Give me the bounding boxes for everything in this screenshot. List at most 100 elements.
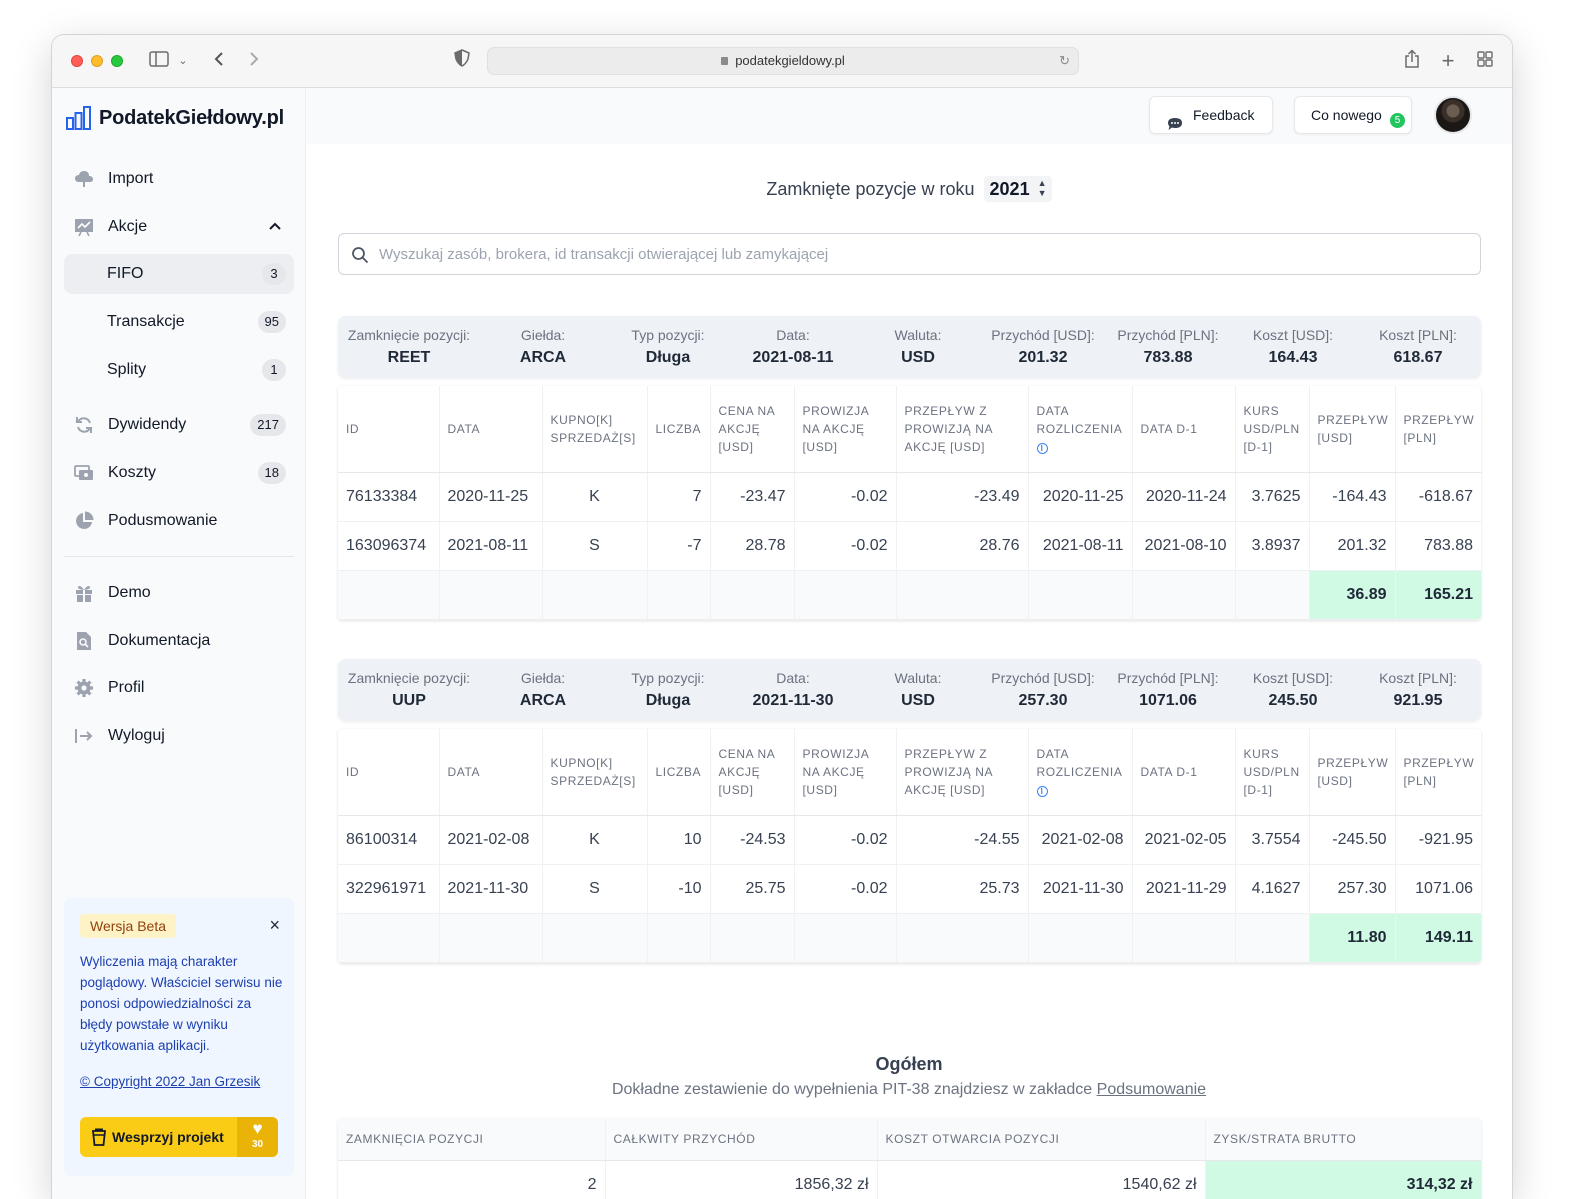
support-project-button[interactable]: Wesprzyj projekt ♥ 30 bbox=[80, 1117, 278, 1157]
column-header-label: PRZEPŁYW [USD] bbox=[1317, 412, 1389, 445]
summary-column-header: ZYSK/STRATA BRUTTO bbox=[1205, 1118, 1481, 1161]
position-header-field: Typ pozycji: Długa bbox=[606, 326, 730, 370]
table-cell: 2020-11-25 bbox=[439, 472, 543, 522]
field-label: Przychód [USD]: bbox=[991, 670, 1095, 686]
sidebar-item-demo[interactable]: Demo bbox=[64, 573, 294, 613]
zoom-window-button[interactable] bbox=[111, 55, 123, 67]
sidebar-toggle-icon[interactable] bbox=[148, 49, 170, 73]
position-header-field: Data: 2021-08-11 bbox=[731, 326, 855, 370]
table-cell: 3.7625 bbox=[1235, 472, 1310, 522]
sidebar-item-dokumentacja[interactable]: Dokumentacja bbox=[64, 621, 294, 661]
feedback-label: Feedback bbox=[1193, 107, 1255, 123]
sidebar-item-fifo[interactable]: FIFO 3 bbox=[64, 254, 294, 294]
sidebar-item-profil[interactable]: Profil bbox=[64, 668, 294, 708]
total-income: 1856,32 zł bbox=[605, 1160, 878, 1199]
empty-cell bbox=[896, 913, 1029, 963]
sidebar-item-dywidendy[interactable]: Dywidendy 217 bbox=[64, 405, 294, 445]
avatar[interactable] bbox=[1434, 96, 1472, 134]
feedback-button[interactable]: Feedback bbox=[1149, 96, 1273, 134]
field-value: USD bbox=[901, 692, 935, 709]
column-header: LICZBA bbox=[647, 386, 711, 473]
count-badge: 18 bbox=[257, 462, 286, 484]
field-value: USD bbox=[901, 349, 935, 366]
sidebar-item-label: FIFO bbox=[107, 265, 144, 282]
logout-icon bbox=[74, 726, 94, 746]
empty-cell bbox=[794, 570, 897, 620]
count-badge: 217 bbox=[250, 414, 286, 436]
gross-profit: 314,32 zł bbox=[1205, 1160, 1481, 1199]
whats-new-button[interactable]: Co nowego 5 bbox=[1294, 96, 1412, 134]
count-badge: 3 bbox=[262, 263, 286, 285]
sidebar-item-akcje[interactable]: Akcje bbox=[64, 207, 294, 247]
sidebar-item-koszty[interactable]: Koszty 18 bbox=[64, 453, 294, 493]
position-header-field: Koszt [PLN]: 618.67 bbox=[1356, 326, 1480, 370]
field-value: 201.32 bbox=[1018, 349, 1068, 366]
chevron-down-icon[interactable]: ⌄ bbox=[178, 55, 188, 67]
empty-cell bbox=[542, 570, 648, 620]
field-label: Waluta: bbox=[894, 327, 942, 343]
table-cell: -0.02 bbox=[794, 521, 897, 571]
sidebar-item-splity[interactable]: Splity 1 bbox=[64, 350, 294, 390]
table-cell: 2021-02-08 bbox=[1028, 815, 1133, 865]
close-icon[interactable]: × bbox=[269, 915, 280, 935]
field-label: Typ pozycji: bbox=[631, 670, 705, 686]
position-header: Zamknięcie pozycji: UUP Giełda: ARCA Typ poz… bbox=[338, 659, 1481, 721]
table-cell: 2021-02-05 bbox=[1132, 815, 1236, 865]
position-transactions-table: ID DATA KUPNO[K] SPRZEDAŻ[S] LICZBA CENA NA … bbox=[338, 729, 1481, 963]
year-select[interactable]: 2021 ▲ ▼ bbox=[983, 176, 1052, 202]
chevron-up-icon[interactable] bbox=[268, 219, 282, 233]
search-icon bbox=[351, 246, 369, 264]
table-cell: 28.76 bbox=[896, 521, 1029, 571]
new-tab-icon[interactable]: + bbox=[1441, 48, 1455, 73]
table-cell: 163096374 bbox=[338, 521, 440, 571]
reload-icon[interactable]: ↻ bbox=[1059, 53, 1070, 68]
field-value: 1071.06 bbox=[1139, 692, 1197, 709]
beta-tag: Wersja Beta bbox=[80, 914, 176, 938]
gift-icon bbox=[74, 583, 94, 603]
column-header: CENA NA AKCJĘ [USD] bbox=[710, 386, 795, 473]
sidebar-item-podsumowanie[interactable]: Podusmowanie bbox=[64, 501, 294, 541]
empty-cell bbox=[710, 913, 795, 963]
table-cell: -0.02 bbox=[794, 864, 897, 914]
field-label: Przychód [USD]: bbox=[991, 327, 1095, 343]
close-window-button[interactable] bbox=[71, 55, 83, 67]
back-arrow-icon[interactable] bbox=[210, 49, 228, 73]
empty-cell bbox=[1132, 570, 1236, 620]
app-logo[interactable]: PodatekGiełdowy.pl bbox=[66, 104, 284, 132]
position-header-field: Przychód [USD]: 257.30 bbox=[981, 669, 1105, 713]
empty-cell bbox=[439, 570, 543, 620]
supporters-count: 30 bbox=[251, 1139, 264, 1150]
tab-overview-icon[interactable] bbox=[1475, 49, 1495, 73]
sidebar-item-label: Wyloguj bbox=[108, 727, 165, 744]
privacy-shield-icon[interactable] bbox=[452, 49, 472, 73]
share-icon[interactable] bbox=[1402, 49, 1422, 73]
column-header-label: LICZBA bbox=[655, 421, 702, 436]
podsumowanie-link[interactable]: Podsumowanie bbox=[1096, 1081, 1207, 1098]
sidebar-item-transakcje[interactable]: Transakcje 95 bbox=[64, 302, 294, 342]
column-header-label: KUPNO[K] SPRZEDAŻ[S] bbox=[550, 755, 636, 788]
sidebar-item-import[interactable]: Import bbox=[64, 159, 294, 199]
sidebar-item-label: Profil bbox=[108, 679, 145, 696]
column-header-label: KUPNO[K] SPRZEDAŻ[S] bbox=[550, 412, 636, 445]
field-value: Długa bbox=[645, 349, 691, 366]
column-header: PRZEPŁYW Z PROWIZJĄ NA AKCJĘ [USD] bbox=[896, 386, 1029, 473]
sidebar: PodatekGiełdowy.pl Import Akcje FIFO 3 T… bbox=[52, 88, 306, 1199]
table-cell: 257.30 bbox=[1309, 864, 1396, 914]
lock-icon bbox=[721, 57, 729, 65]
column-header: ID bbox=[338, 386, 440, 473]
sidebar-item-wyloguj[interactable]: Wyloguj bbox=[64, 716, 294, 756]
minimize-window-button[interactable] bbox=[91, 55, 103, 67]
info-icon[interactable]: i bbox=[1036, 785, 1048, 797]
field-label: Data: bbox=[776, 670, 810, 686]
table-cell: 2021-11-30 bbox=[439, 864, 543, 914]
address-bar[interactable]: podatekgieldowy.pl ↻ bbox=[487, 47, 1079, 75]
field-value: 921.95 bbox=[1393, 692, 1443, 709]
count-badge: 95 bbox=[257, 311, 286, 333]
copyright-link[interactable]: © Copyright 2022 Jan Grzesik bbox=[80, 1074, 261, 1089]
forward-arrow-icon[interactable] bbox=[245, 49, 263, 73]
column-header: PRZEPŁYW [PLN] bbox=[1395, 729, 1481, 816]
empty-cell bbox=[1235, 570, 1310, 620]
sidebar-item-label: Demo bbox=[108, 584, 151, 601]
search-input[interactable] bbox=[379, 234, 1469, 274]
info-icon[interactable]: i bbox=[1036, 442, 1048, 454]
